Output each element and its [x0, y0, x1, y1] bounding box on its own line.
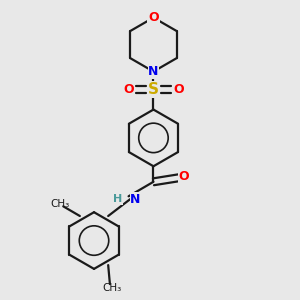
Text: N: N [130, 193, 141, 206]
Text: O: O [123, 83, 134, 96]
Text: O: O [178, 170, 189, 184]
Text: S: S [148, 82, 159, 97]
Text: CH₃: CH₃ [102, 283, 121, 292]
Text: H: H [113, 194, 122, 204]
Text: N: N [148, 65, 159, 78]
Text: O: O [148, 11, 159, 24]
Text: CH₃: CH₃ [51, 199, 70, 209]
Text: O: O [173, 83, 184, 96]
